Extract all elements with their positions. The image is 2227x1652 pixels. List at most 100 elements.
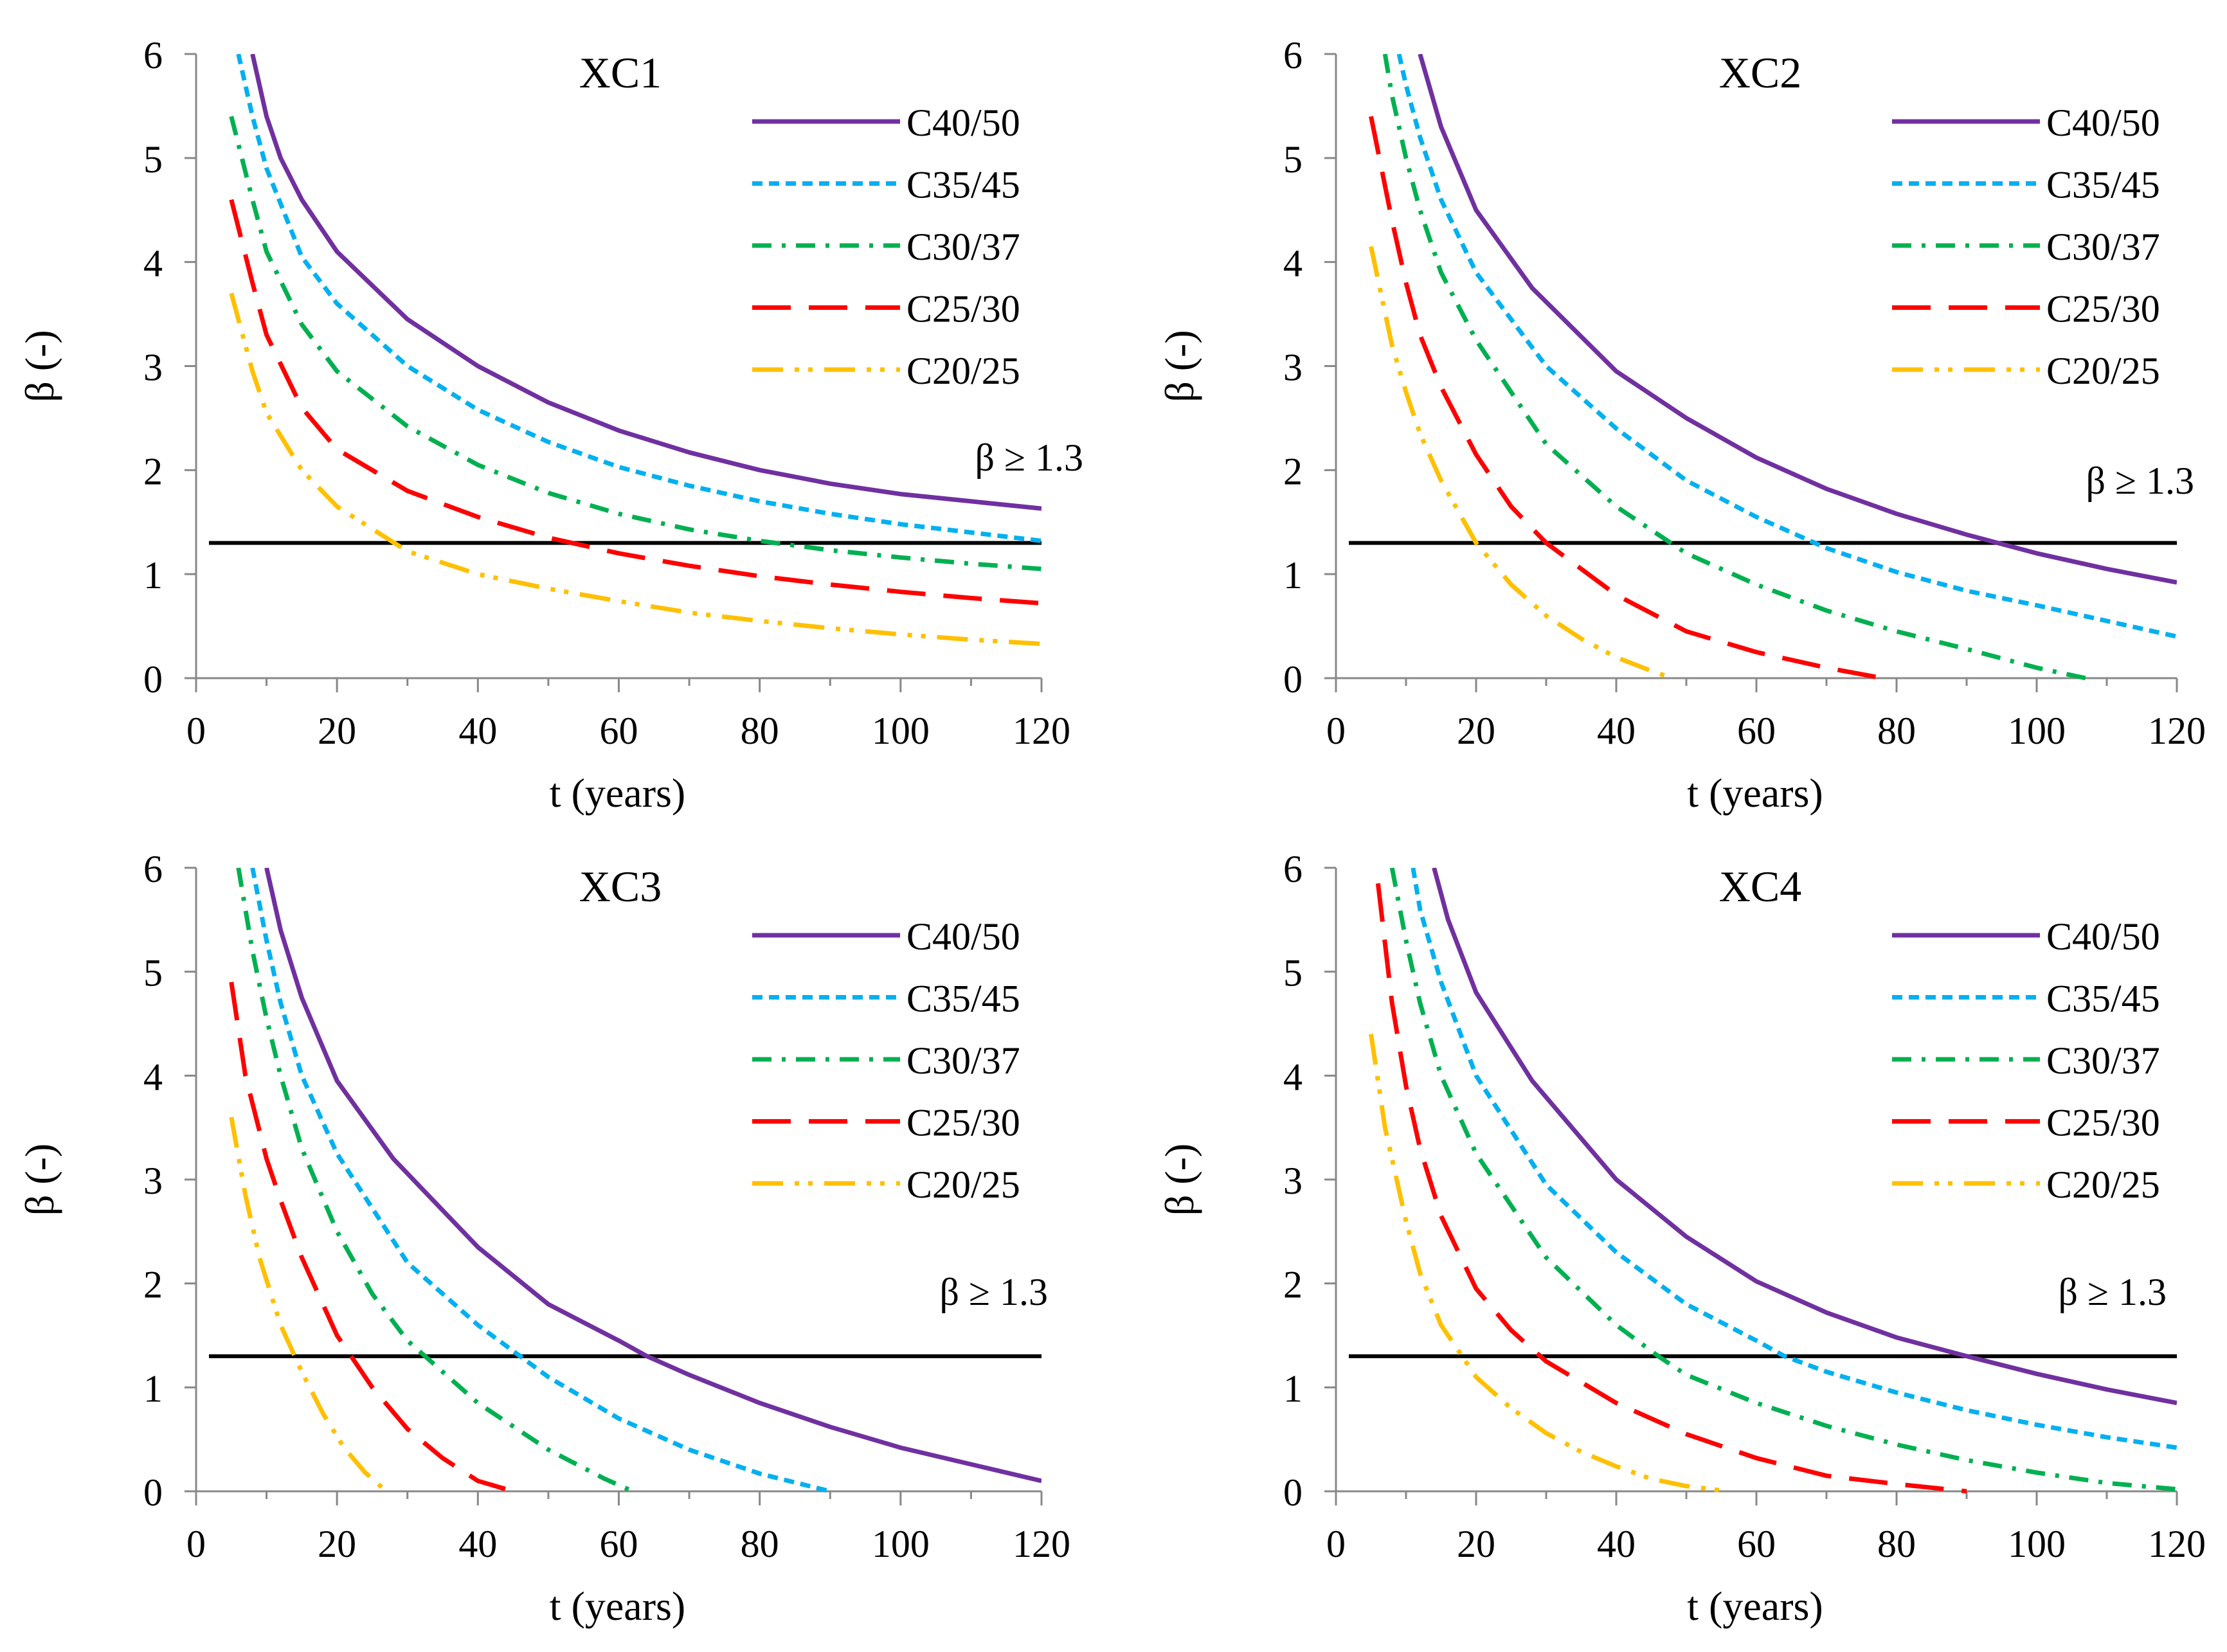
threshold-label: β ≥ 1.3: [2086, 460, 2194, 502]
legend-label: C25/30: [906, 288, 1020, 330]
x-tick-label: 0: [186, 1523, 206, 1565]
x-tick-label: 20: [1457, 1523, 1495, 1565]
x-tick-label: 0: [1326, 1523, 1346, 1565]
legend-label: C40/50: [2046, 102, 2160, 144]
x-tick-label: 120: [2148, 710, 2206, 752]
series-line-c30-37: [1389, 868, 2177, 1492]
x-tick-label: 40: [458, 1523, 497, 1565]
x-tick-label: 120: [1013, 710, 1070, 752]
y-tick-label: 3: [1283, 1160, 1303, 1202]
legend-label: C30/37: [2046, 1039, 2160, 1082]
y-tick-label: 0: [1283, 658, 1303, 701]
x-tick-label: 120: [2148, 1523, 2206, 1565]
x-tick-label: 60: [1737, 710, 1776, 752]
series-line-c35-45: [250, 868, 831, 1494]
x-tick-label: 80: [1877, 710, 1916, 752]
x-tick-label: 40: [458, 710, 497, 752]
legend-label: C30/37: [906, 226, 1020, 268]
series-line-c35-45: [236, 54, 1041, 543]
x-tick-label: 40: [1597, 1523, 1636, 1565]
series-line-c40-50: [1418, 54, 2177, 585]
x-tick-label: 100: [2008, 1523, 2066, 1565]
legend-label: C30/37: [906, 1039, 1020, 1082]
y-tick-label: 1: [1283, 554, 1303, 597]
legend-label: C35/45: [2046, 978, 2160, 1020]
y-tick-label: 1: [143, 554, 163, 597]
legend-label: C25/30: [2046, 288, 2160, 330]
legend-label: C30/37: [2046, 226, 2160, 268]
x-axis-label: t (years): [1687, 770, 1823, 816]
y-tick-label: 2: [1283, 1264, 1303, 1306]
y-tick-label: 5: [1283, 138, 1303, 181]
y-tick-label: 3: [1283, 346, 1303, 389]
series-line-c25-30: [229, 982, 514, 1494]
y-tick-label: 4: [1283, 1055, 1303, 1098]
x-tick-label: 60: [600, 710, 638, 752]
y-axis-label: β (-): [17, 330, 62, 402]
x-tick-label: 60: [600, 1523, 638, 1565]
x-tick-label: 20: [318, 1523, 356, 1565]
y-tick-label: 5: [143, 138, 163, 181]
y-tick-label: 6: [1283, 848, 1303, 890]
series-line-c40-50: [264, 868, 1041, 1484]
y-tick-label: 1: [143, 1367, 163, 1410]
y-tick-label: 5: [143, 952, 163, 994]
y-tick-label: 4: [143, 1055, 163, 1098]
y-tick-label: 3: [143, 1160, 163, 1202]
series-line-c20-25: [1369, 246, 1673, 681]
legend-label: C20/25: [906, 350, 1020, 392]
y-axis-label: β (-): [17, 1144, 62, 1216]
x-tick-label: 0: [1326, 710, 1346, 752]
threshold-label: β ≥ 1.3: [975, 436, 1083, 479]
chart-title: XC3: [579, 862, 662, 911]
threshold-label: β ≥ 1.3: [2059, 1271, 2167, 1313]
legend-label: C35/45: [906, 164, 1020, 206]
series-line-c35-45: [1411, 868, 2177, 1450]
x-tick-label: 20: [318, 710, 356, 752]
threshold-label: β ≥ 1.3: [940, 1271, 1048, 1313]
y-tick-label: 0: [1283, 1471, 1303, 1514]
legend-label: C25/30: [906, 1102, 1020, 1144]
x-tick-label: 80: [741, 710, 779, 752]
legend-label: C20/25: [2046, 1163, 2160, 1206]
y-axis-label: β (-): [1157, 330, 1202, 402]
y-tick-label: 0: [143, 1471, 163, 1514]
chart-title: XC4: [1719, 862, 1801, 911]
y-tick-label: 4: [143, 242, 163, 285]
series-line-c20-25: [229, 292, 1041, 647]
y-tick-label: 3: [143, 346, 163, 389]
legend-label: C25/30: [2046, 1102, 2160, 1144]
series-line-c40-50: [250, 54, 1041, 511]
x-axis-label: t (years): [1687, 1583, 1823, 1629]
x-tick-label: 60: [1737, 1523, 1776, 1565]
series-line-c40-50: [1432, 868, 2177, 1406]
legend-label: C20/25: [906, 1163, 1020, 1206]
series-line-c30-37: [236, 868, 634, 1494]
y-tick-label: 2: [1283, 450, 1303, 492]
series-line-c30-37: [229, 116, 1041, 571]
legend-label: C35/45: [906, 978, 1020, 1020]
x-tick-label: 100: [2008, 710, 2066, 752]
x-tick-label: 80: [1877, 1523, 1916, 1565]
legend-label: C40/50: [906, 915, 1020, 958]
series-line-c25-30: [1375, 883, 1967, 1494]
y-tick-label: 1: [1283, 1367, 1303, 1410]
y-tick-label: 0: [143, 658, 163, 701]
chart-title: XC1: [579, 48, 662, 97]
y-tick-label: 6: [1283, 34, 1303, 76]
series-line-c25-30: [1369, 116, 1883, 681]
legend-label: C35/45: [2046, 164, 2160, 206]
x-tick-label: 40: [1597, 710, 1636, 752]
y-tick-label: 4: [1283, 242, 1303, 285]
y-tick-label: 6: [143, 34, 163, 76]
x-tick-label: 100: [872, 1523, 930, 1565]
y-tick-label: 6: [143, 848, 163, 890]
x-tick-label: 20: [1457, 710, 1495, 752]
x-tick-label: 80: [741, 1523, 779, 1565]
legend-label: C20/25: [2046, 350, 2160, 392]
